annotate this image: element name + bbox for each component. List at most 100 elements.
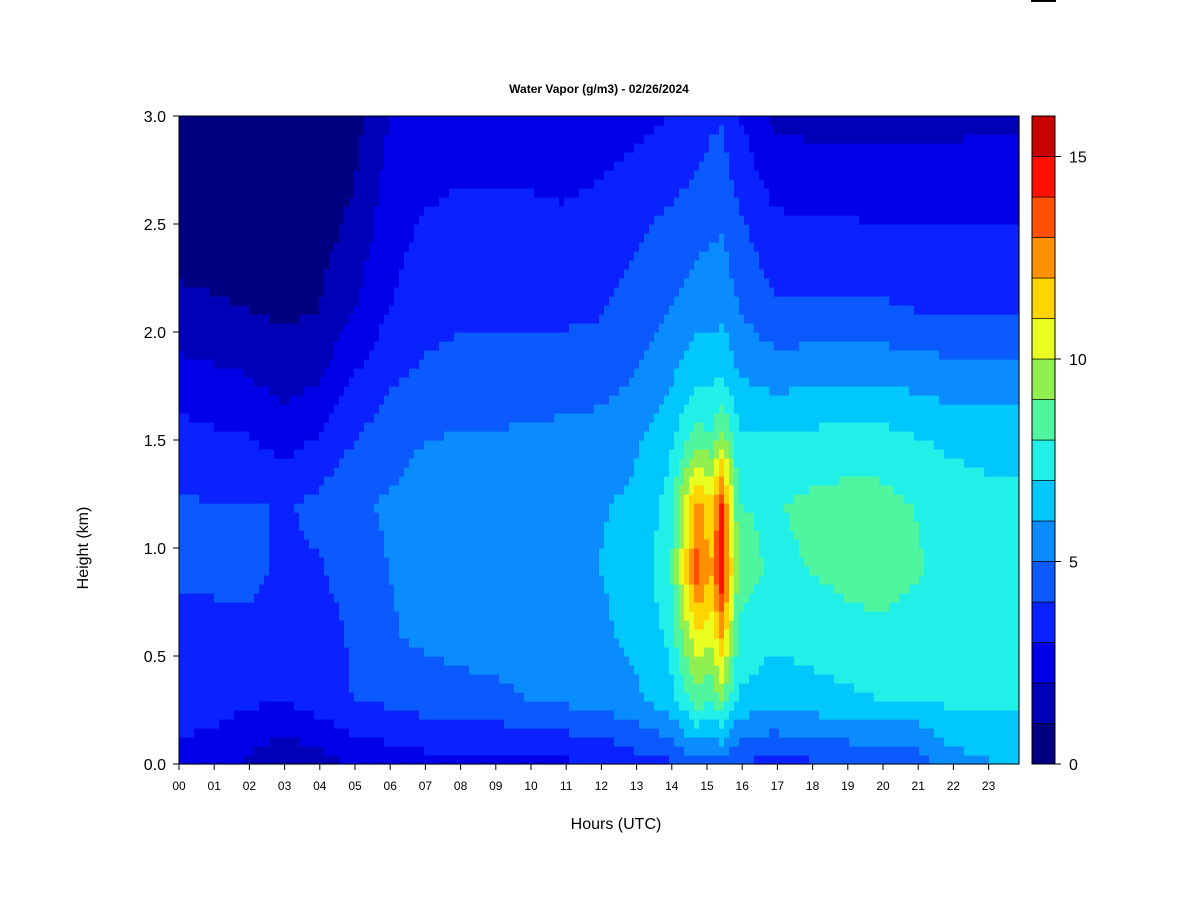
heatmap-cell: [344, 620, 350, 630]
heatmap-cell: [364, 431, 370, 441]
heatmap-cell: [494, 323, 500, 333]
heatmap-cell: [444, 719, 450, 729]
heatmap-cell: [384, 422, 390, 432]
heatmap-cell: [349, 629, 355, 639]
heatmap-cell: [444, 323, 450, 333]
heatmap-cell: [484, 629, 490, 639]
heatmap-cell: [479, 485, 485, 495]
heatmap-cell: [279, 350, 285, 360]
heatmap-cell: [284, 287, 290, 297]
heatmap-cell: [219, 179, 225, 189]
heatmap-cell: [449, 440, 455, 450]
heatmap-cell: [194, 584, 200, 594]
heatmap-cell: [354, 665, 360, 675]
heatmap-cell: [309, 152, 315, 162]
heatmap-cell: [199, 683, 205, 693]
heatmap-cell: [289, 350, 295, 360]
heatmap-cell: [309, 476, 315, 486]
heatmap-cell: [319, 368, 325, 378]
heatmap-cell: [229, 206, 235, 216]
heatmap-cell: [389, 746, 395, 756]
heatmap-cell: [414, 458, 420, 468]
heatmap-cell: [419, 728, 425, 738]
heatmap-cell: [359, 521, 365, 531]
heatmap-cell: [224, 278, 230, 288]
heatmap-cell: [324, 269, 330, 279]
heatmap-cell: [359, 269, 365, 279]
heatmap-cell: [304, 467, 310, 477]
heatmap-cell: [289, 143, 295, 153]
heatmap-cell: [454, 467, 460, 477]
heatmap-cell: [394, 530, 400, 540]
heatmap-cell: [384, 575, 390, 585]
heatmap-cell: [179, 377, 185, 387]
heatmap-cell: [379, 377, 385, 387]
heatmap-cell: [474, 386, 480, 396]
heatmap-cell: [234, 701, 240, 711]
heatmap-cell: [424, 314, 430, 324]
heatmap-cell: [419, 224, 425, 234]
heatmap-cell: [249, 737, 255, 747]
heatmap-cell: [394, 260, 400, 270]
heatmap-cell: [324, 620, 330, 630]
heatmap-cell: [319, 584, 325, 594]
heatmap-cell: [479, 125, 485, 135]
heatmap-cell: [364, 683, 370, 693]
heatmap-cell: [469, 629, 475, 639]
heatmap-cell: [514, 710, 520, 720]
heatmap-cell: [284, 197, 290, 207]
heatmap-cell: [374, 548, 380, 558]
heatmap-cell: [344, 251, 350, 261]
heatmap-cell: [344, 755, 350, 765]
heatmap-cell: [294, 503, 300, 513]
heatmap-cell: [279, 584, 285, 594]
heatmap-cell: [234, 224, 240, 234]
heatmap-cell: [259, 161, 265, 171]
heatmap-cell: [364, 314, 370, 324]
heatmap-cell: [349, 341, 355, 351]
heatmap-cell: [339, 647, 345, 657]
heatmap-cell: [179, 701, 185, 711]
heatmap-cell: [234, 539, 240, 549]
heatmap-cell: [439, 296, 445, 306]
heatmap-cell: [409, 593, 415, 603]
heatmap-cell: [434, 539, 440, 549]
heatmap-cell: [374, 737, 380, 747]
heatmap-cell: [349, 305, 355, 315]
heatmap-cell: [269, 728, 275, 738]
heatmap-cell: [244, 557, 250, 567]
heatmap-cell: [294, 359, 300, 369]
heatmap-cell: [359, 557, 365, 567]
heatmap-cell: [369, 224, 375, 234]
heatmap-cell: [454, 278, 460, 288]
heatmap-cell: [264, 242, 270, 252]
heatmap-cell: [494, 152, 500, 162]
heatmap-cell: [374, 620, 380, 630]
heatmap-cell: [504, 260, 510, 270]
heatmap-cell: [209, 134, 215, 144]
heatmap-cell: [319, 692, 325, 702]
heatmap-cell: [429, 674, 435, 684]
heatmap-cell: [364, 152, 370, 162]
heatmap-cell: [289, 413, 295, 423]
heatmap-cell: [199, 458, 205, 468]
heatmap-cell: [234, 332, 240, 342]
heatmap-cell: [184, 332, 190, 342]
heatmap-cell: [284, 215, 290, 225]
heatmap-cell: [219, 719, 225, 729]
heatmap-cell: [319, 521, 325, 531]
heatmap-cell: [224, 386, 230, 396]
heatmap-cell: [409, 530, 415, 540]
heatmap-cell: [384, 755, 390, 765]
heatmap-cell: [189, 152, 195, 162]
heatmap-cell: [439, 395, 445, 405]
heatmap-cell: [249, 485, 255, 495]
heatmap-cell: [254, 566, 260, 576]
heatmap-cell: [189, 476, 195, 486]
heatmap-cell: [339, 404, 345, 414]
heatmap-cell: [289, 377, 295, 387]
heatmap-cell: [259, 152, 265, 162]
heatmap-cell: [364, 287, 370, 297]
heatmap-cell: [464, 251, 470, 261]
heatmap-cell: [454, 656, 460, 666]
